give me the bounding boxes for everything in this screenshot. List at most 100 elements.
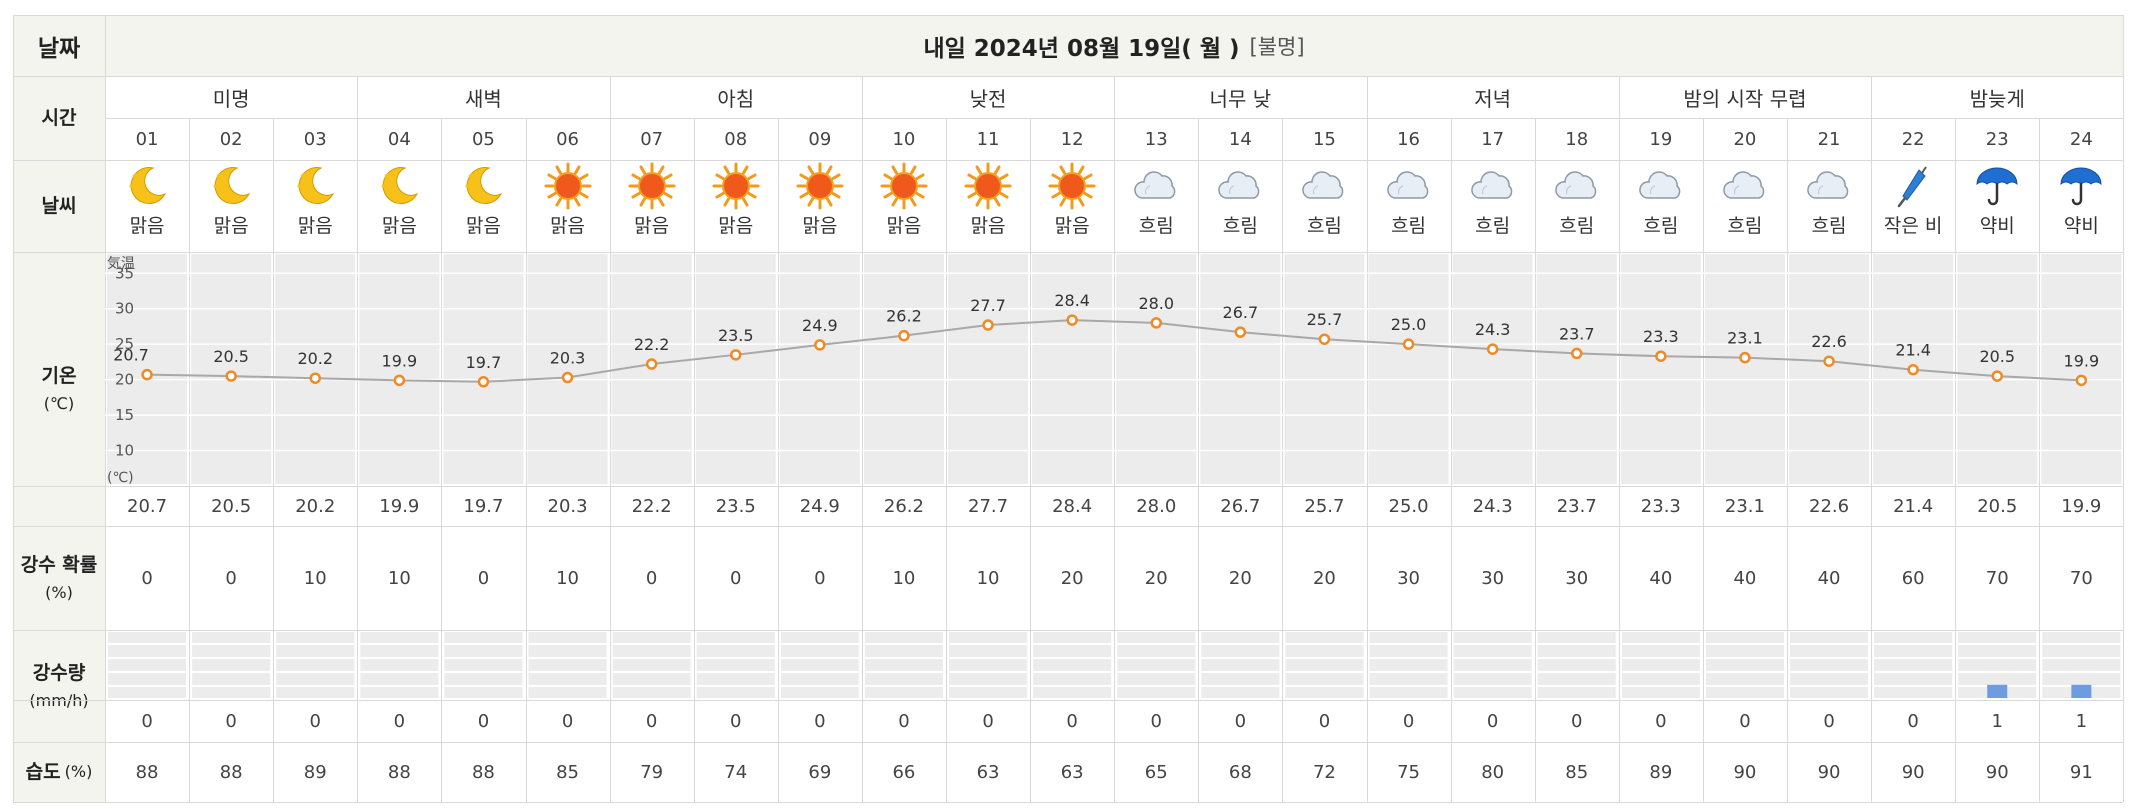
grid-line (13, 76, 2123, 77)
weather-cell: 흐림 (1282, 160, 1366, 252)
grid-line (1703, 118, 1704, 802)
precip-value: 1 (2039, 700, 2123, 742)
precip-value: 0 (1703, 700, 1787, 742)
humidity-value: 88 (357, 742, 441, 802)
grid-line (13, 526, 2123, 527)
weather-text: 약비 (2063, 215, 2099, 237)
precip-column (1033, 632, 1112, 698)
hour-label: 22 (1871, 118, 1955, 160)
precip-value-text: 0 (982, 710, 994, 732)
temperature-data-label: 28.4 (1054, 291, 1090, 310)
temp-value: 21.4 (1871, 486, 1955, 526)
precip-column (1537, 632, 1616, 698)
weather-cell: 흐림 (1787, 160, 1871, 252)
period-header-text: 아침 (717, 86, 755, 111)
weather-label: 날씨 (41, 194, 77, 217)
hour-label-text: 03 (303, 128, 327, 150)
precip-value-text: 0 (309, 710, 321, 732)
pop-value: 0 (778, 526, 862, 630)
weather-cell: 작은 비 (1871, 160, 1955, 252)
hour-label-text: 12 (1060, 128, 1084, 150)
weather-cell: 흐림 (1367, 160, 1451, 252)
hour-label-text: 01 (135, 128, 159, 150)
precip-value: 0 (1030, 700, 1114, 742)
temp-label-cell: 기온 (℃) (13, 252, 105, 526)
hour-label: 01 (105, 118, 189, 160)
precip-column (528, 632, 607, 698)
humidity-value-text: 88 (135, 761, 159, 783)
temperature-point (561, 371, 574, 384)
temp-value: 28.4 (1030, 486, 1114, 526)
chart-column-bg (1704, 254, 1785, 484)
precip-value: 0 (1619, 700, 1703, 742)
grid-line (1619, 76, 1620, 802)
temp-value-text: 23.1 (1724, 495, 1765, 517)
chart-column-bg (1200, 254, 1281, 484)
humidity-value: 88 (189, 742, 273, 802)
hour-label: 03 (273, 118, 357, 160)
hour-label: 16 (1367, 118, 1451, 160)
pop-value-text: 20 (1312, 567, 1336, 589)
weather-text: 작은 비 (1883, 215, 1943, 237)
weather-text: 맑음 (213, 215, 249, 237)
grid-line (189, 118, 190, 802)
precip-label: 강수량 (32, 662, 86, 684)
moon-icon (291, 162, 339, 210)
temp-value: 19.9 (357, 486, 441, 526)
temperature-data-label: 23.7 (1559, 324, 1595, 343)
precip-value: 0 (1114, 700, 1198, 742)
humidity-value-text: 88 (387, 761, 411, 783)
precip-value-text: 1 (1991, 710, 2003, 732)
precip-column (1201, 632, 1280, 698)
grid-line (1198, 118, 1199, 802)
grid-line (1535, 118, 1536, 802)
date-value: 내일 2024년 08월 19일( 월 ) (923, 35, 1240, 62)
hour-label: 13 (1114, 118, 1198, 160)
y-tick-label: 15 (115, 406, 134, 424)
grid-line (1955, 118, 1956, 802)
pop-value: 40 (1619, 526, 1703, 630)
temperature-data-label: 27.7 (970, 296, 1006, 315)
precip-bar (1987, 684, 2008, 698)
y-tick-label: 30 (115, 300, 134, 318)
temp-value-text: 22.6 (1809, 495, 1850, 517)
temp-value-text: 19.9 (379, 495, 420, 517)
y-tick-label: 25 (115, 335, 134, 353)
weather-cell: 흐림 (1114, 160, 1198, 252)
grid-line (13, 486, 2123, 487)
humidity-value-text: 90 (1733, 761, 1757, 783)
cloud-icon (1216, 162, 1264, 210)
humidity-value-text: 68 (1228, 761, 1252, 783)
humidity-value-text: 89 (1649, 761, 1673, 783)
temp-value: 28.0 (1114, 486, 1198, 526)
moon-icon (459, 162, 507, 210)
hour-label: 17 (1451, 118, 1535, 160)
pop-value: 30 (1367, 526, 1451, 630)
pop-label-cell: 강수 확률 (%) (13, 526, 105, 630)
hour-label-text: 18 (1565, 128, 1589, 150)
hour-label: 05 (441, 118, 525, 160)
cloud-icon (1132, 162, 1180, 210)
y-tick-label: 35 (115, 264, 134, 282)
temperature-data-label: 28.0 (1138, 294, 1174, 313)
grid-line (2039, 118, 2040, 802)
cloud-icon (1637, 162, 1685, 210)
pop-value-text: 30 (1565, 567, 1589, 589)
sun-icon (544, 162, 592, 210)
period-header-text: 미명 (212, 86, 250, 111)
precip-value: 0 (189, 700, 273, 742)
precip-column (360, 632, 439, 698)
pop-label: 강수 확률 (20, 554, 98, 576)
precip-value-text: 0 (730, 710, 742, 732)
umbrella-icon (2057, 162, 2105, 210)
weather-text: 맑음 (802, 215, 838, 237)
humidity-value-text: 90 (1985, 761, 2009, 783)
precip-value: 0 (273, 700, 357, 742)
pop-value-text: 70 (1985, 567, 2009, 589)
y-axis-top-label: 気温 (107, 256, 135, 272)
temperature-data-label: 23.3 (1643, 327, 1679, 346)
weather-text: 흐림 (1306, 215, 1342, 237)
temperature-data-label: 26.7 (1223, 303, 1259, 322)
grid-line (13, 630, 2123, 631)
weather-cell: 흐림 (1451, 160, 1535, 252)
